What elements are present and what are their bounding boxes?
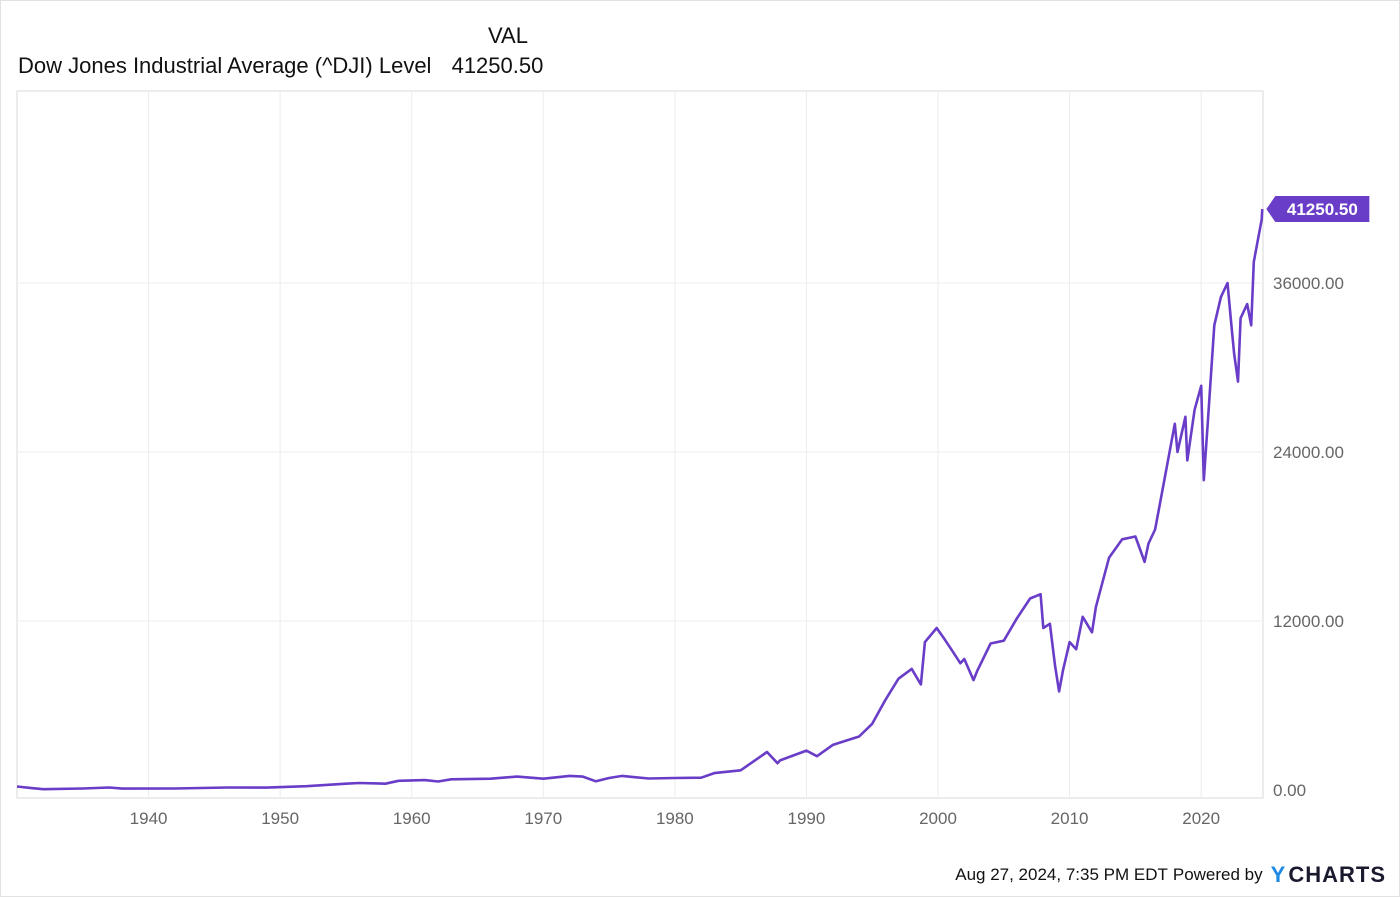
y-tick-label: 12000.00 (1273, 612, 1344, 631)
ycharts-logo-text: CHARTS (1288, 862, 1386, 887)
y-tick-label: 36000.00 (1273, 274, 1344, 293)
y-tick-label: 24000.00 (1273, 443, 1344, 462)
x-tick-label: 1940 (130, 809, 168, 828)
x-tick-label: 2010 (1051, 809, 1089, 828)
ycharts-logo[interactable]: Y CHARTS (1271, 862, 1386, 888)
grid-lines (17, 91, 1263, 798)
last-value-text: 41250.50 (1287, 200, 1358, 219)
last-value-badge (1266, 196, 1370, 223)
legend-row[interactable]: Dow Jones Industrial Average (^DJI) Leve… (18, 53, 543, 79)
y-axis-ticks: 0.00 12000.00 24000.00 36000.00 (1273, 274, 1344, 800)
y-tick-label: 0.00 (1273, 781, 1306, 800)
chart-footer: Aug 27, 2024, 7:35 PM EDT Powered by Y C… (955, 862, 1386, 888)
legend-series-value: 41250.50 (451, 53, 544, 78)
footer-powered-by: Powered by (1172, 865, 1263, 884)
x-tick-label: 1970 (524, 809, 562, 828)
x-axis-ticks: 1940 1950 1960 1970 1980 1990 2000 2010 2020 (130, 809, 1220, 828)
x-tick-label: 2020 (1182, 809, 1220, 828)
x-tick-label: 1990 (788, 809, 826, 828)
x-tick-label: 2000 (919, 809, 957, 828)
x-tick-label: 1960 (393, 809, 431, 828)
footer-timestamp: Aug 27, 2024, 7:35 PM EDT (955, 865, 1168, 884)
series-layer (16, 209, 1264, 791)
last-value-label: 41250.50 (1266, 196, 1370, 223)
x-tick-label: 1980 (656, 809, 694, 828)
series-line[interactable] (16, 209, 1264, 791)
legend-series-label: Dow Jones Industrial Average (^DJI) Leve… (18, 53, 432, 78)
x-tick-label: 1950 (261, 809, 299, 828)
plot-area (16, 90, 1264, 799)
ycharts-logo-mark: Y (1270, 862, 1287, 887)
legend-column-header: VAL (488, 23, 528, 48)
